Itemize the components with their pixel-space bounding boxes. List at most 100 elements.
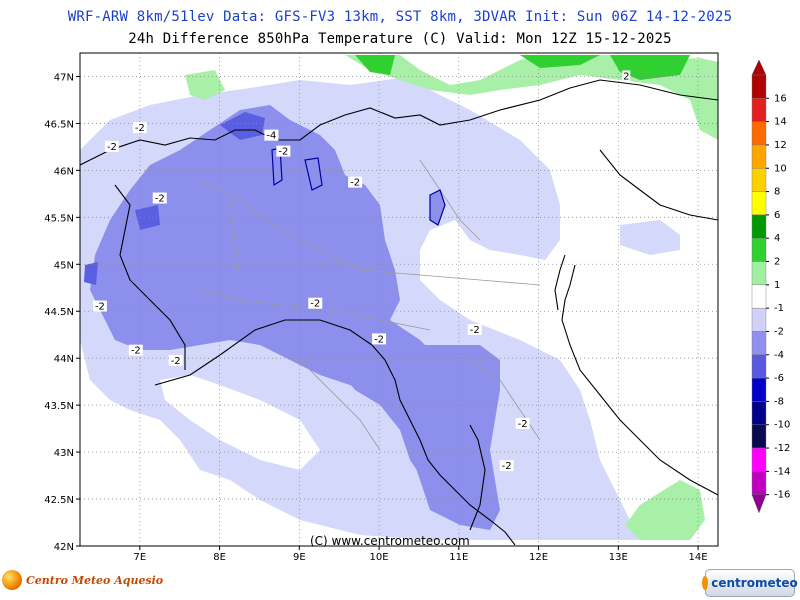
lon-tick-label: 12E bbox=[529, 552, 548, 563]
colorbar-swatch bbox=[751, 191, 767, 216]
slovenia-border bbox=[599, 149, 719, 221]
logo-right-text: centrometeo bbox=[711, 576, 798, 590]
lat-tick-label: 45.5N bbox=[44, 213, 74, 224]
colorbar-label: 6 bbox=[774, 210, 780, 221]
contour-label-bg bbox=[348, 176, 363, 188]
shaded-field-layer bbox=[80, 55, 718, 540]
field-minus2-east bbox=[620, 220, 680, 255]
contour-label-bg bbox=[168, 355, 183, 367]
colorbar-top-arrow bbox=[751, 59, 767, 76]
contour-label: -2 bbox=[135, 123, 145, 134]
colorbar-label: 2 bbox=[774, 257, 780, 268]
lat-tick-label: 47N bbox=[54, 72, 74, 83]
contour-label: -2 bbox=[374, 334, 384, 345]
field-minus6-patch bbox=[84, 262, 98, 285]
field-gap bbox=[420, 265, 530, 305]
colorbar-swatch bbox=[751, 354, 767, 379]
latitude-axis: 42N 42.5N 43N 43.5N 44N 44.5N 45N 45.5N 46N 46.5N… bbox=[44, 72, 80, 553]
contour-label-bg bbox=[92, 300, 107, 312]
lat-tick-label: 42N bbox=[54, 542, 74, 553]
contour-label: -2 bbox=[95, 302, 105, 313]
field-gap bbox=[160, 375, 320, 470]
colorbar-swatch bbox=[751, 238, 767, 262]
colorbar-swatch bbox=[751, 284, 767, 309]
lat-tick-label: 44.5N bbox=[44, 307, 74, 318]
colorbar-swatch bbox=[751, 144, 767, 169]
colorbar-swatch bbox=[751, 214, 767, 239]
logo-centrometeo: centrometeo bbox=[702, 569, 798, 597]
colorbar-label: -4 bbox=[774, 350, 784, 361]
colorbar-label: -12 bbox=[774, 443, 790, 454]
colorbar-label: -16 bbox=[774, 490, 790, 501]
contour-label: -2 bbox=[155, 194, 165, 205]
colorbar-swatch bbox=[751, 377, 767, 402]
colorbar-swatch bbox=[751, 168, 767, 192]
lat-tick-label: 46N bbox=[54, 166, 74, 177]
italy-east-coast bbox=[561, 264, 719, 496]
colorbar: 16 14 12 10 8 6 4 2 1 -1 -2 -4 -6 -8 -10 -12 -14 -16 bbox=[751, 59, 790, 514]
lat-tick-label: 45N bbox=[54, 260, 74, 271]
lon-tick-label: 7E bbox=[133, 552, 146, 563]
colorbar-label: 14 bbox=[774, 117, 787, 128]
logo-centro-meteo-aquesio: Centro Meteo Aquesio bbox=[2, 570, 163, 590]
po-delta-coast bbox=[554, 254, 566, 311]
field-plus4-north bbox=[355, 55, 690, 80]
colorbar-label: -14 bbox=[774, 466, 790, 477]
colorbar-label: 12 bbox=[774, 140, 787, 151]
colorbar-swatch bbox=[751, 74, 767, 99]
contour-label: -2 bbox=[171, 356, 181, 367]
lon-tick-label: 11E bbox=[449, 552, 468, 563]
contour-label: -2 bbox=[310, 299, 320, 310]
field-minus6-patch bbox=[220, 112, 265, 140]
colorbar-swatch bbox=[751, 98, 767, 122]
corsica-outline bbox=[469, 424, 486, 531]
colorbar-swatch bbox=[751, 331, 767, 355]
colorbar-label: 1 bbox=[774, 280, 780, 291]
colorbar-label: -1 bbox=[774, 303, 784, 314]
lat-tick-label: 46.5N bbox=[44, 119, 74, 130]
contour-label: -2 bbox=[502, 461, 512, 472]
contour-label: -2 bbox=[131, 346, 141, 357]
logo-left-text: Centro Meteo Aquesio bbox=[26, 573, 164, 587]
colorbar-bottom-arrow bbox=[751, 494, 767, 514]
field-minus4-area bbox=[90, 105, 500, 530]
colorbar-swatch bbox=[751, 121, 767, 146]
field-plus2-south bbox=[625, 480, 705, 540]
lon-tick-label: 14E bbox=[689, 552, 708, 563]
lake-garda bbox=[429, 189, 446, 226]
contour-label-bg bbox=[515, 417, 530, 429]
sun-logo-icon bbox=[2, 570, 22, 590]
field-minus4-apennine bbox=[340, 320, 490, 520]
contour-label-bg bbox=[276, 145, 291, 157]
colorbar-swatch bbox=[751, 401, 767, 425]
contour-label: -2 bbox=[107, 142, 117, 153]
header-line-2: 24h Difference 850hPa Temperature (C) Va… bbox=[128, 31, 672, 47]
colorbar-label: -10 bbox=[774, 420, 790, 431]
contour-labels: 2-2-2-4-2-2-2-2-2-2-2-2-2-2-2 bbox=[92, 70, 631, 472]
field-minus6-patch bbox=[135, 205, 160, 230]
ring-logo-icon bbox=[702, 576, 709, 590]
contour-label-bg bbox=[152, 192, 167, 204]
lon-tick-label: 8E bbox=[213, 552, 226, 563]
contour-label-bg bbox=[622, 70, 631, 82]
copyright-credit: (C) www.centrometeo.com bbox=[310, 534, 470, 548]
map-frame bbox=[79, 52, 719, 547]
colorbar-label: -2 bbox=[774, 326, 784, 337]
contour-label-bg bbox=[264, 129, 279, 141]
contour-label-bg bbox=[128, 344, 143, 356]
colorbar-label: -8 bbox=[774, 396, 784, 407]
contour-label-bg bbox=[499, 460, 514, 472]
alpine-border bbox=[79, 79, 719, 166]
contour-label-bg bbox=[104, 140, 119, 152]
france-italy-border bbox=[114, 184, 186, 370]
header-line-1: WRF-ARW 8km/51lev Data: GFS-FV3 13km, SS… bbox=[67, 9, 733, 25]
colorbar-label: 8 bbox=[774, 187, 780, 198]
longitude-axis: 7E 8E 9E 10E 11E 12E 13E 14E bbox=[133, 546, 708, 563]
contour-label: -2 bbox=[350, 178, 360, 189]
contour-label: -4 bbox=[266, 131, 276, 142]
contour-label-bg bbox=[372, 333, 387, 345]
colorbar-label: -6 bbox=[774, 373, 784, 384]
colorbar-label: 16 bbox=[774, 93, 787, 104]
contour-label-bg bbox=[308, 297, 323, 309]
lat-tick-label: 43N bbox=[54, 448, 74, 459]
